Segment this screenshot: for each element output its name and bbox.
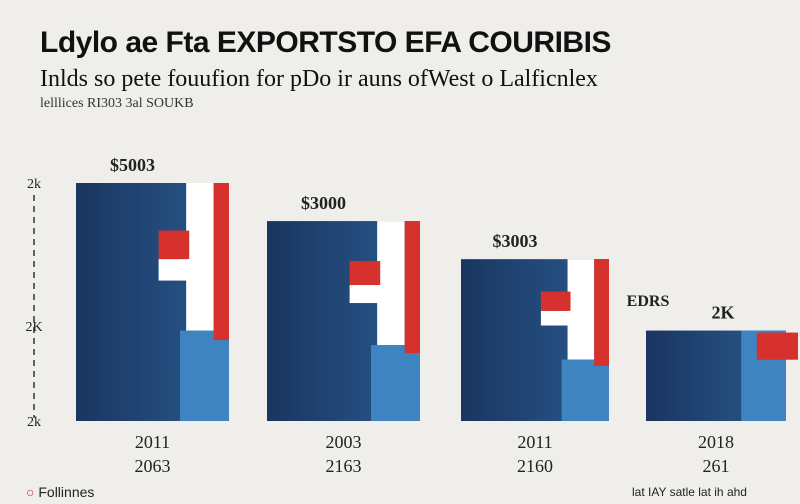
y-tick-label: 2k xyxy=(27,415,41,430)
x-tick-sublabel: 2163 xyxy=(326,456,362,476)
bar-flag-notch-white xyxy=(349,285,381,304)
bar-accent-blue xyxy=(561,359,609,421)
x-tick-label: 2011 xyxy=(135,432,170,452)
bar-flag-notch xyxy=(158,230,190,260)
bar-accent-red xyxy=(213,183,229,341)
x-tick-sublabel: 2160 xyxy=(517,456,553,476)
bar-accent-red xyxy=(594,259,609,366)
chart-subtitle: Inlds so pete fouufion for pDo ir auns o… xyxy=(40,66,598,92)
y-tick-label: 2K xyxy=(25,320,42,335)
credit-footer: lat IAY satle lat ih ahd xyxy=(632,485,747,499)
data-label: $3000 xyxy=(301,193,346,213)
x-tick-sublabel: 2063 xyxy=(135,456,171,476)
bar-accent-red xyxy=(756,332,798,360)
y-tick-label: 2k xyxy=(27,177,41,192)
bar-flag-notch-white xyxy=(158,259,190,281)
bar-accent-white xyxy=(567,259,595,360)
x-tick-sublabel: 261 xyxy=(703,456,730,476)
bar-flag-notch xyxy=(349,261,381,286)
bar-flag-notch xyxy=(540,291,571,311)
bar-group xyxy=(646,330,798,421)
bar-group xyxy=(76,183,229,421)
data-label: 2K xyxy=(711,303,734,323)
bar-accent-white xyxy=(186,183,214,331)
source-footer: ○ Follinnes xyxy=(26,484,94,500)
bar-flag-notch-white xyxy=(540,310,571,326)
chart-note: lelllices RI303 3al SOUKB xyxy=(40,96,194,111)
bar-accent-red xyxy=(404,221,420,354)
extra-data-label: EDRS xyxy=(627,293,670,310)
data-label: $3003 xyxy=(493,231,538,251)
bar-accent-white xyxy=(377,221,405,346)
x-tick-label: 2018 xyxy=(698,432,734,452)
bar-group xyxy=(267,221,420,421)
x-tick-label: 2003 xyxy=(326,432,362,452)
source-marker-icon: ○ xyxy=(26,484,35,500)
bar-group xyxy=(461,259,609,421)
chart-title: Ldylo ae Fta EXPORTSTO EFA COURIBIS xyxy=(40,26,611,59)
source-label: Follinnes xyxy=(38,484,95,500)
bar-accent-blue xyxy=(371,345,420,421)
bar-accent-blue xyxy=(180,330,229,421)
x-tick-label: 2011 xyxy=(517,432,552,452)
data-label: $5003 xyxy=(110,155,155,175)
